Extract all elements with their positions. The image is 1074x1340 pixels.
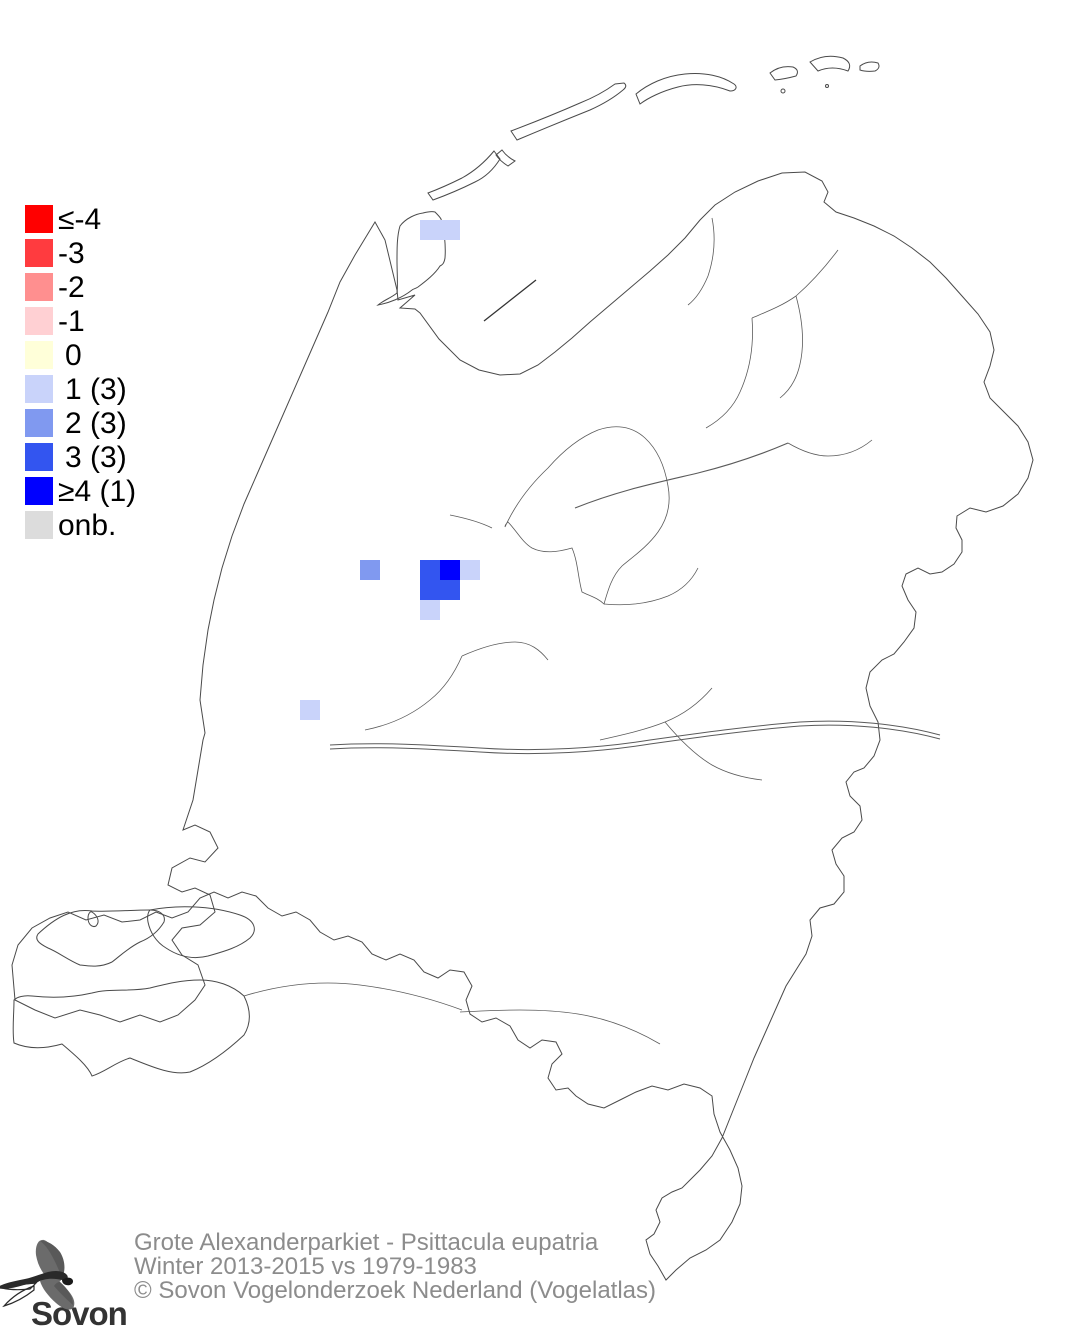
svg-text:0: 0: [65, 339, 82, 372]
svg-text:Grote Alexanderparkiet - Psitt: Grote Alexanderparkiet - Psittacula eupa…: [134, 1229, 599, 1256]
svg-text:-2: -2: [58, 271, 85, 304]
svg-text:Sovon: Sovon: [31, 1295, 127, 1332]
svg-text:© Sovon Vogelonderzoek Nederla: © Sovon Vogelonderzoek Nederland (Vogela…: [134, 1277, 656, 1304]
svg-text:Winter 2013-2015 vs 1979-1983: Winter 2013-2015 vs 1979-1983: [134, 1253, 477, 1280]
svg-text:onb.: onb.: [58, 509, 116, 542]
svg-text:-1: -1: [58, 305, 85, 338]
svg-text:≤-4: ≤-4: [58, 203, 101, 236]
svg-text:3 (3): 3 (3): [65, 441, 127, 474]
svg-text:2 (3): 2 (3): [65, 407, 127, 440]
svg-text:-3: -3: [58, 237, 85, 270]
svg-text:≥4 (1): ≥4 (1): [58, 475, 136, 508]
svg-text:1 (3): 1 (3): [65, 373, 127, 406]
